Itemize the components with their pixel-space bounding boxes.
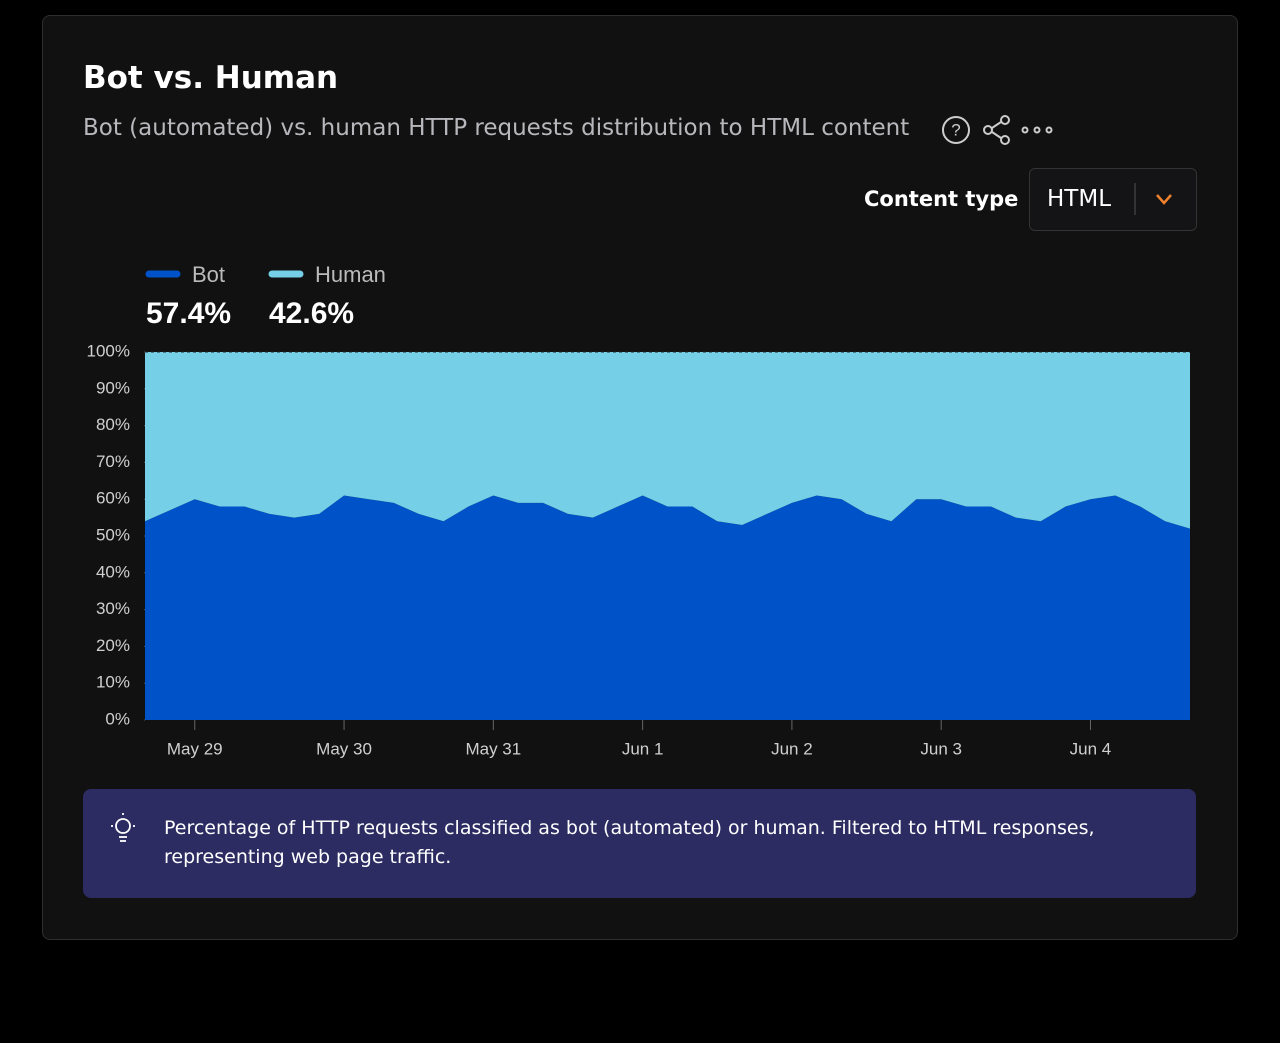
y-tick-label: 10% bbox=[96, 673, 130, 692]
x-tick-label: Jun 2 bbox=[771, 739, 813, 758]
y-tick-label: 50% bbox=[96, 525, 130, 544]
y-tick-label: 20% bbox=[96, 636, 130, 655]
content-type-label: Content type bbox=[864, 187, 1019, 211]
bulb-icon bbox=[111, 813, 135, 842]
icons: ? bbox=[111, 115, 1172, 842]
note-line: Percentage of HTTP requests classified a… bbox=[164, 817, 1095, 839]
help-icon[interactable] bbox=[942, 116, 970, 144]
y-tick-label: 80% bbox=[96, 415, 130, 434]
dropdown-value[interactable]: HTML bbox=[1047, 186, 1112, 212]
subtitle: Bot (automated) vs. human HTTP requests … bbox=[83, 115, 910, 141]
y-tick-label: 90% bbox=[96, 378, 130, 397]
y-tick-label: 100% bbox=[87, 341, 130, 360]
y-tick-label: 30% bbox=[96, 599, 130, 618]
more-icon[interactable] bbox=[1021, 126, 1029, 134]
x-tick-label: Jun 4 bbox=[1070, 739, 1112, 758]
y-tick-label: 0% bbox=[105, 709, 130, 728]
x-tick-label: Jun 1 bbox=[622, 739, 664, 758]
share-icon[interactable] bbox=[983, 125, 993, 135]
legend-share: 42.6% bbox=[269, 297, 354, 330]
area bbox=[145, 495, 1190, 720]
dropdown[interactable] bbox=[1029, 168, 1197, 231]
y-tick-label: 70% bbox=[96, 452, 130, 471]
area bbox=[145, 352, 1190, 529]
x-tick-label: May 31 bbox=[465, 739, 521, 758]
x-tick-label: May 30 bbox=[316, 739, 372, 758]
title: Bot vs. Human bbox=[83, 60, 339, 96]
svg-text:?: ? bbox=[951, 120, 960, 139]
legend-label[interactable]: Human bbox=[315, 262, 386, 287]
note-line: representing web page traffic. bbox=[164, 846, 452, 868]
y-tick-label: 60% bbox=[96, 489, 130, 508]
note-box bbox=[83, 789, 1196, 898]
legend-share: 57.4% bbox=[146, 297, 231, 330]
x-tick-label: Jun 3 bbox=[920, 739, 962, 758]
legend-label[interactable]: Bot bbox=[192, 262, 225, 287]
y-tick-label: 40% bbox=[96, 562, 130, 581]
x-tick-label: May 29 bbox=[167, 739, 223, 758]
